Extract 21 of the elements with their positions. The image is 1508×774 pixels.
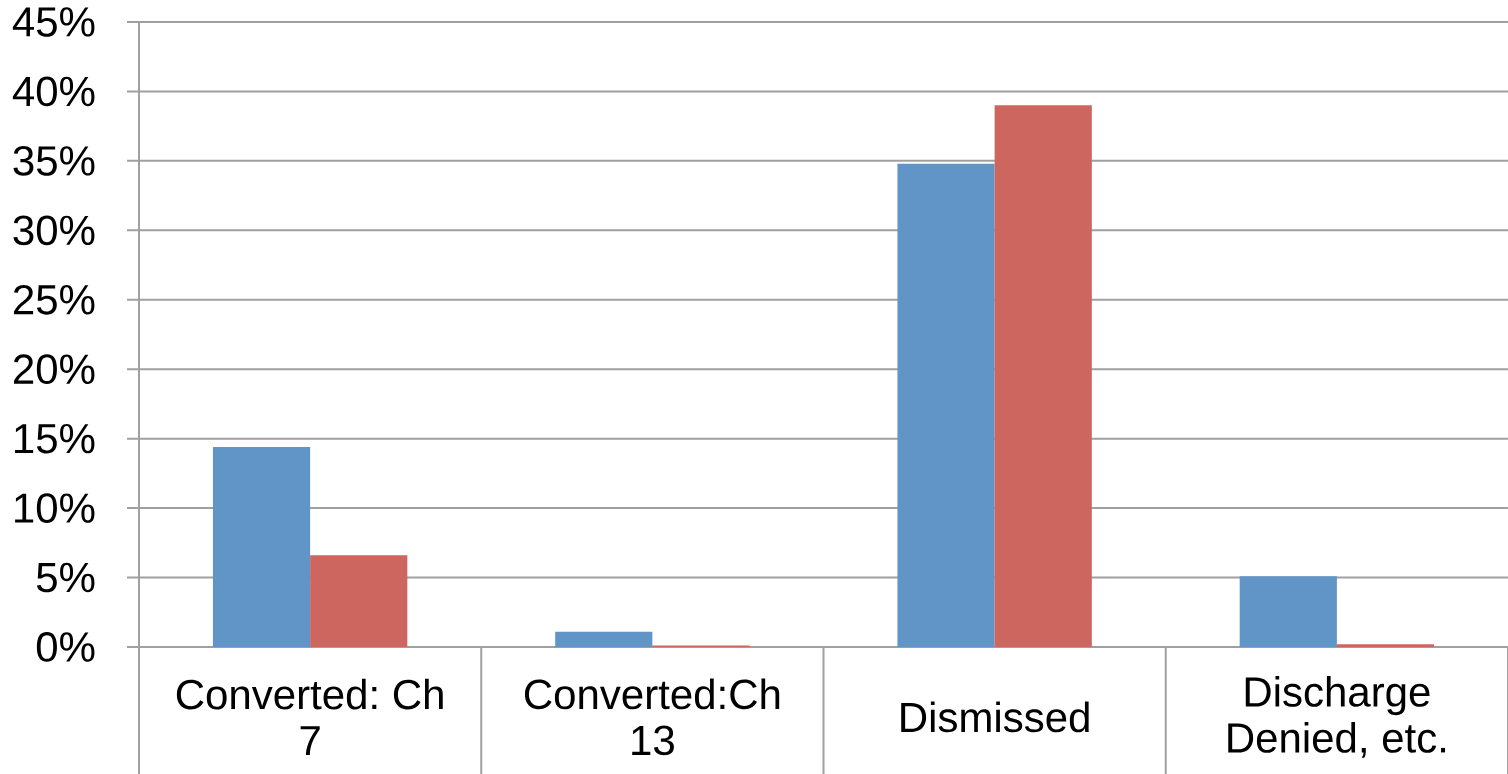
y-tick-label: 40%	[12, 76, 95, 107]
y-tick-label: 35%	[13, 146, 95, 176]
bar	[1239, 576, 1337, 647]
y-tick-label: 5%	[36, 562, 95, 593]
bar	[1336, 644, 1435, 647]
bar	[897, 163, 995, 647]
y-tick-label: 0%	[36, 632, 95, 662]
x-tick-label: Discharge Denied, etc.	[1228, 675, 1446, 758]
x-tick-label: Dismissed	[901, 701, 1089, 733]
y-tick-label: 30%	[13, 215, 95, 246]
bar	[555, 631, 653, 647]
bar	[310, 555, 408, 647]
y-tick-label: 45%	[12, 7, 95, 37]
y-tick-label: 25%	[13, 284, 95, 315]
y-tick-label: 15%	[15, 423, 95, 454]
y-tick-label: 10%	[15, 493, 95, 523]
y-tick-label: 20%	[13, 354, 95, 385]
x-tick-label: Converted: Ch 7	[176, 678, 443, 756]
x-tick-label: Converted:Ch 13	[524, 678, 780, 756]
bar	[212, 446, 311, 647]
bar	[994, 105, 1092, 647]
